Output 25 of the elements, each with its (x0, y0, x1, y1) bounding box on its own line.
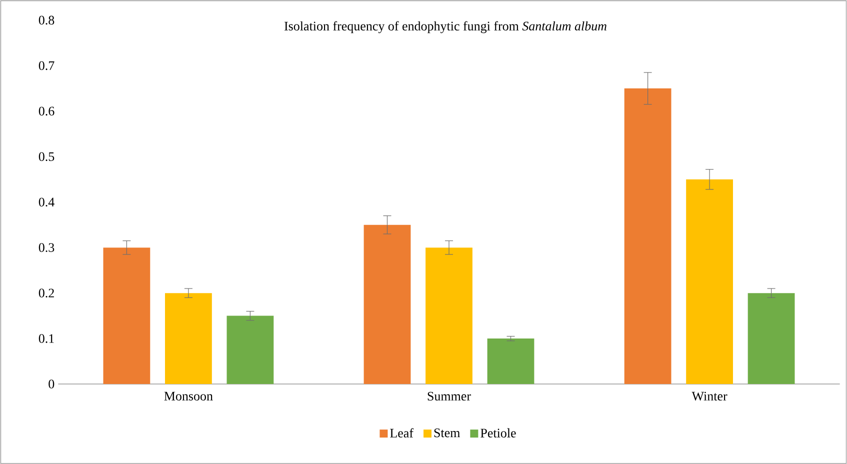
y-tick-label: 0.2 (38, 288, 54, 298)
bar (426, 247, 472, 384)
legend-label: Leaf (390, 428, 414, 438)
y-tick-label: 0.5 (38, 152, 54, 161)
x-tick-label: Summer (428, 392, 471, 400)
bar (686, 179, 733, 384)
bar (624, 88, 672, 384)
y-tick-label: 0.6 (38, 106, 54, 116)
bar (103, 247, 150, 384)
y-tick-label: 0.1 (38, 334, 54, 343)
bar (226, 316, 274, 384)
legend-label: Petiole (480, 428, 516, 438)
bar (748, 292, 795, 384)
y-tick-label: 0.4 (38, 198, 54, 206)
y-tick-label: 0.7 (38, 61, 54, 70)
bar (487, 338, 534, 384)
chart-title: Isolation frequency of endophytic fungi from Santalum album (284, 21, 606, 34)
y-tick-label: 0.8 (38, 16, 54, 25)
y-tick-label: 0.3 (38, 243, 54, 252)
legend-label: Stem (434, 428, 460, 438)
bar (164, 292, 212, 384)
x-tick-label: Winter (692, 392, 728, 401)
y-tick-label: 0 (48, 380, 54, 388)
bar (364, 224, 411, 384)
x-tick-label: Monsoon (164, 392, 213, 400)
